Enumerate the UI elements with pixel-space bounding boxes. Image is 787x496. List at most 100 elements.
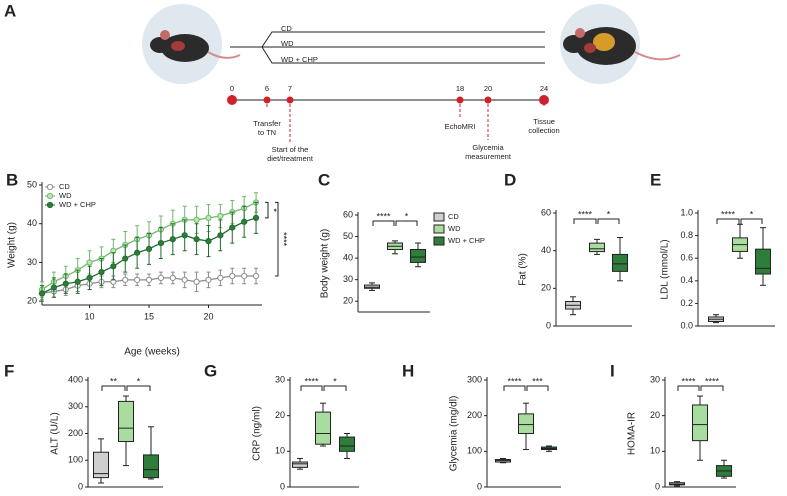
timeline-note: Transfer — [253, 119, 281, 128]
marker — [50, 284, 57, 291]
timeline-note: to TN — [258, 128, 276, 137]
significance-label: *** — [532, 376, 543, 386]
y-tick-label: 200 — [68, 428, 83, 438]
y-tick-label: 60 — [541, 207, 551, 217]
x-tick-label: 10 — [85, 311, 95, 321]
y-tick-label: 0.4 — [680, 275, 693, 285]
marker — [122, 276, 129, 283]
panel-label: E — [650, 170, 661, 189]
timeline-note: collection — [528, 126, 559, 135]
y-tick-label: 30 — [27, 257, 37, 267]
marker — [252, 272, 260, 280]
significance-bracket — [503, 385, 526, 391]
mouse-fat — [593, 33, 615, 51]
legend-swatch — [433, 212, 445, 222]
y-tick-label: 10 — [275, 446, 285, 456]
panel-label: H — [402, 361, 414, 380]
legend-label: CD — [448, 212, 459, 221]
mouse-tail — [207, 51, 241, 59]
timeline-note: measurement — [465, 152, 512, 161]
mouse-liver — [584, 43, 596, 53]
significance-label: * — [269, 208, 279, 212]
group-label: WD + CHP — [281, 55, 318, 64]
box — [589, 242, 605, 253]
y-tick-label: 10 — [650, 446, 660, 456]
marker — [217, 232, 224, 239]
y-tick-label: 0 — [546, 320, 551, 330]
marker — [193, 278, 200, 285]
marker — [229, 224, 236, 231]
y-tick-label: 50 — [343, 231, 353, 241]
y-axis-label: ALT (U/L) — [50, 412, 61, 454]
timeline-point — [456, 96, 464, 104]
y-tick-label: 40 — [343, 252, 353, 262]
timeline-point — [484, 96, 492, 104]
marker — [86, 274, 93, 282]
mouse-head — [563, 35, 585, 53]
panel-label: G — [204, 361, 217, 380]
significance-bracket — [526, 385, 549, 391]
y-tick-label: 400 — [68, 374, 83, 384]
y-tick-label: 30 — [650, 374, 660, 384]
y-tick-label: 20 — [275, 410, 285, 420]
significance-bracket — [126, 385, 151, 391]
y-tick-label: 0.0 — [680, 320, 693, 330]
marker — [145, 245, 153, 252]
legend-label: WD + CHP — [59, 200, 96, 209]
box — [93, 451, 109, 479]
marker — [217, 212, 224, 220]
significance-label: * — [607, 209, 611, 219]
box — [143, 454, 159, 479]
legend-label: CD — [59, 182, 70, 191]
x-axis-label: Age (weeks) — [124, 347, 180, 358]
y-tick-label: 300 — [68, 401, 83, 411]
significance-bracket — [677, 385, 700, 391]
marker — [229, 272, 236, 280]
significance-label: **** — [507, 376, 522, 386]
y-axis-label: Weight (g) — [7, 222, 18, 268]
timeline-point — [539, 95, 549, 105]
box — [339, 436, 355, 452]
timeline-week: 18 — [456, 84, 464, 93]
timeline-note: Start of the — [272, 145, 309, 154]
y-tick-label: 0 — [655, 481, 660, 491]
timeline-week: 7 — [288, 84, 292, 93]
panel-label: F — [4, 361, 14, 380]
box — [315, 411, 331, 445]
marker — [169, 274, 176, 282]
significance-bracket — [395, 220, 418, 226]
marker — [62, 280, 69, 287]
significance-bracket — [323, 385, 347, 391]
timeline-note: diet/treatment — [267, 154, 314, 163]
y-axis-label: Glycemia (mg/dl) — [449, 396, 460, 472]
marker — [134, 249, 141, 256]
significance-label: **** — [705, 376, 720, 386]
marker — [38, 290, 46, 297]
y-tick-label: 0 — [280, 481, 285, 491]
marker — [110, 263, 117, 270]
significance-bracket — [300, 385, 323, 391]
box — [612, 253, 628, 272]
timeline-note: EchoMRI — [445, 122, 476, 131]
y-tick-label: 50 — [27, 179, 37, 189]
box — [364, 284, 380, 289]
legend-label: WD — [59, 191, 72, 200]
marker — [193, 216, 200, 223]
legend-marker — [46, 192, 54, 200]
significance-label: **** — [721, 209, 736, 219]
timeline-note: Tissue — [533, 117, 555, 126]
significance-label: **** — [376, 211, 391, 221]
timeline-point — [263, 96, 271, 104]
y-tick-label: 200 — [467, 410, 482, 420]
significance-label: **** — [304, 376, 319, 386]
y-tick-label: 0.6 — [680, 253, 693, 263]
significance-label: **** — [578, 209, 593, 219]
y-tick-label: 0 — [78, 481, 83, 491]
y-tick-label: 30 — [275, 374, 285, 384]
panel-label: A — [4, 1, 16, 20]
y-tick-label: 0.2 — [680, 298, 693, 308]
mouse-tail — [634, 51, 681, 61]
panel-a: A CD WD WD + CHP — [4, 1, 681, 101]
significance-label: * — [333, 376, 337, 386]
marker — [217, 274, 224, 282]
